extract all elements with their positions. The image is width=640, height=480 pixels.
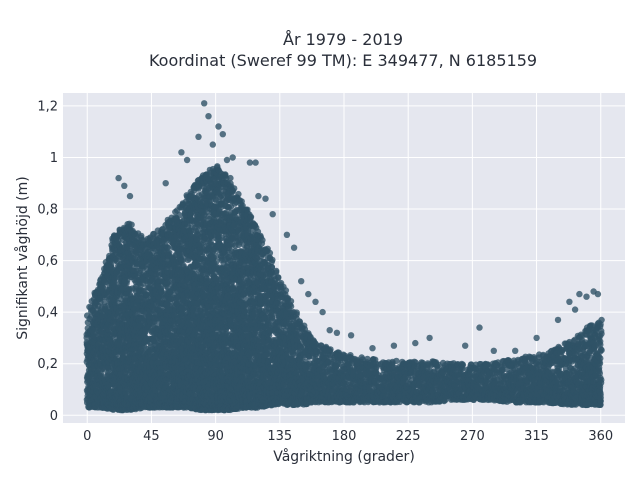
data-point <box>101 279 109 286</box>
data-point <box>124 277 131 284</box>
chart-title-line-1: År 1979 - 2019 <box>283 30 403 49</box>
data-point <box>128 221 135 228</box>
chart-title-line-2: Koordinat (Sweref 99 TM): E 349477, N 61… <box>149 51 537 70</box>
data-point <box>97 371 105 378</box>
data-points <box>83 100 605 414</box>
data-point <box>105 364 112 372</box>
